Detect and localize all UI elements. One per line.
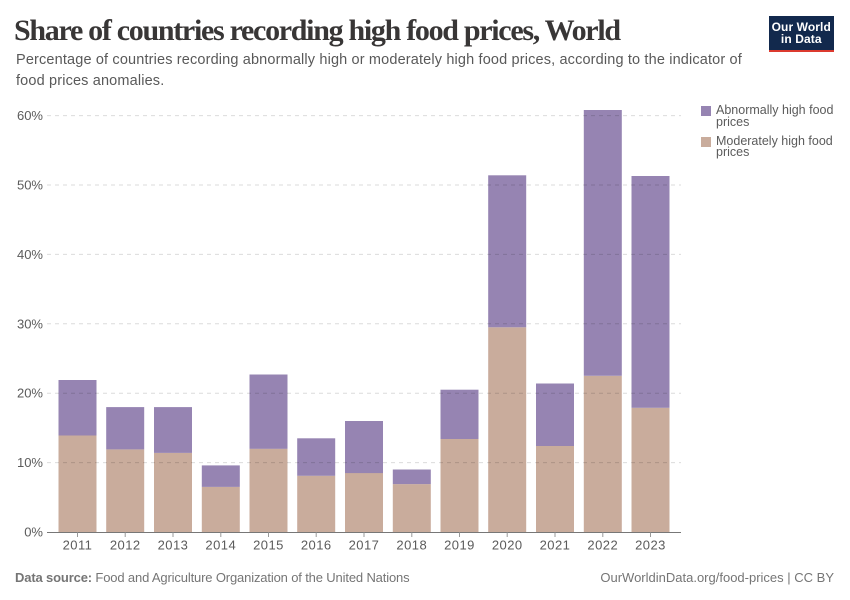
svg-text:2014: 2014 [205,538,236,553]
svg-text:40%: 40% [17,247,43,262]
svg-text:2011: 2011 [63,538,93,553]
svg-text:2019: 2019 [444,538,475,553]
svg-text:2018: 2018 [396,538,427,553]
svg-text:2015: 2015 [253,538,284,553]
svg-text:2020: 2020 [492,538,523,553]
svg-text:2013: 2013 [158,538,189,553]
svg-text:2023: 2023 [635,538,666,553]
svg-text:0%: 0% [24,525,43,540]
svg-text:2012: 2012 [110,538,141,553]
svg-text:60%: 60% [17,108,43,123]
svg-text:10%: 10% [17,455,43,470]
svg-text:2021: 2021 [540,538,571,553]
svg-text:2022: 2022 [587,538,618,553]
svg-text:30%: 30% [17,316,43,331]
svg-text:2017: 2017 [349,538,380,553]
svg-text:2016: 2016 [301,538,332,553]
svg-text:20%: 20% [17,386,43,401]
svg-text:50%: 50% [17,178,43,193]
